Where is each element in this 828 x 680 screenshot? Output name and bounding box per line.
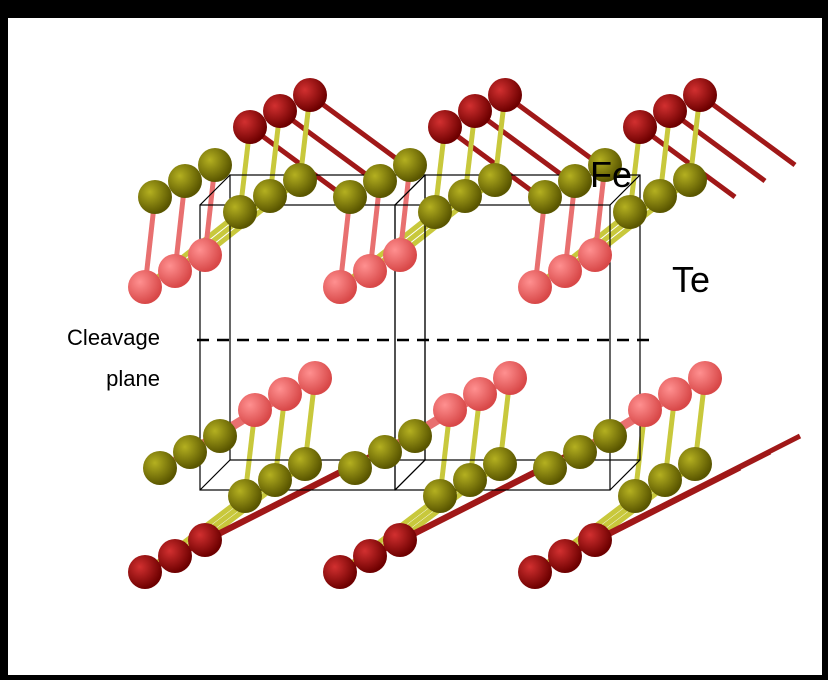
cleavage-label: Cleavage: [67, 325, 160, 350]
cell-edge: [395, 460, 425, 490]
atom: [363, 164, 397, 198]
cleavage-label: plane: [106, 366, 160, 391]
atom: [263, 94, 297, 128]
atom: [283, 163, 317, 197]
atom: [143, 451, 177, 485]
atom: [288, 447, 322, 481]
atom: [518, 270, 552, 304]
atom: [618, 479, 652, 513]
atom: [168, 164, 202, 198]
atom: [558, 164, 592, 198]
atom: [493, 361, 527, 395]
crystal-structure: Fe Te Cleavage plane: [8, 18, 822, 675]
fe-label: Fe: [590, 154, 632, 195]
atom: [238, 393, 272, 427]
atom: [623, 110, 657, 144]
atom: [628, 393, 662, 427]
atom: [128, 555, 162, 589]
atom: [158, 254, 192, 288]
atom: [528, 180, 562, 214]
atom: [158, 539, 192, 573]
atom: [653, 94, 687, 128]
bond: [700, 95, 795, 165]
atom: [548, 539, 582, 573]
atom: [433, 393, 467, 427]
atom: [268, 377, 302, 411]
atom: [293, 78, 327, 112]
atom: [323, 555, 357, 589]
atom: [548, 254, 582, 288]
atom: [578, 523, 612, 557]
atom: [228, 479, 262, 513]
atom: [203, 419, 237, 453]
atom: [138, 180, 172, 214]
atom: [448, 179, 482, 213]
bond: [310, 95, 405, 165]
atom: [393, 148, 427, 182]
bond: [505, 95, 600, 165]
atom: [233, 110, 267, 144]
atom: [658, 377, 692, 411]
atom: [648, 463, 682, 497]
atom: [338, 451, 372, 485]
atom: [418, 195, 452, 229]
atom: [593, 419, 627, 453]
atom: [383, 523, 417, 557]
atom: [643, 179, 677, 213]
atom: [173, 435, 207, 469]
figure: Fe Te Cleavage plane: [8, 18, 822, 675]
atom: [578, 238, 612, 272]
atom: [333, 180, 367, 214]
atom: [683, 78, 717, 112]
atom: [458, 94, 492, 128]
atom: [188, 523, 222, 557]
atom: [323, 270, 357, 304]
atom: [353, 254, 387, 288]
atom: [533, 451, 567, 485]
atom: [368, 435, 402, 469]
atom: [223, 195, 257, 229]
atom: [188, 238, 222, 272]
atom: [253, 179, 287, 213]
te-label: Te: [672, 259, 710, 300]
atom: [258, 463, 292, 497]
atom: [518, 555, 552, 589]
atom: [488, 78, 522, 112]
atom: [673, 163, 707, 197]
atom: [678, 447, 712, 481]
atom: [383, 238, 417, 272]
atom: [423, 479, 457, 513]
atom: [353, 539, 387, 573]
cell-edge: [200, 460, 230, 490]
atom: [398, 419, 432, 453]
atom: [563, 435, 597, 469]
atom: [478, 163, 512, 197]
atom: [688, 361, 722, 395]
atom: [428, 110, 462, 144]
atom: [613, 195, 647, 229]
atom: [463, 377, 497, 411]
atom: [298, 361, 332, 395]
atom: [128, 270, 162, 304]
atom: [198, 148, 232, 182]
atom: [483, 447, 517, 481]
atom: [453, 463, 487, 497]
